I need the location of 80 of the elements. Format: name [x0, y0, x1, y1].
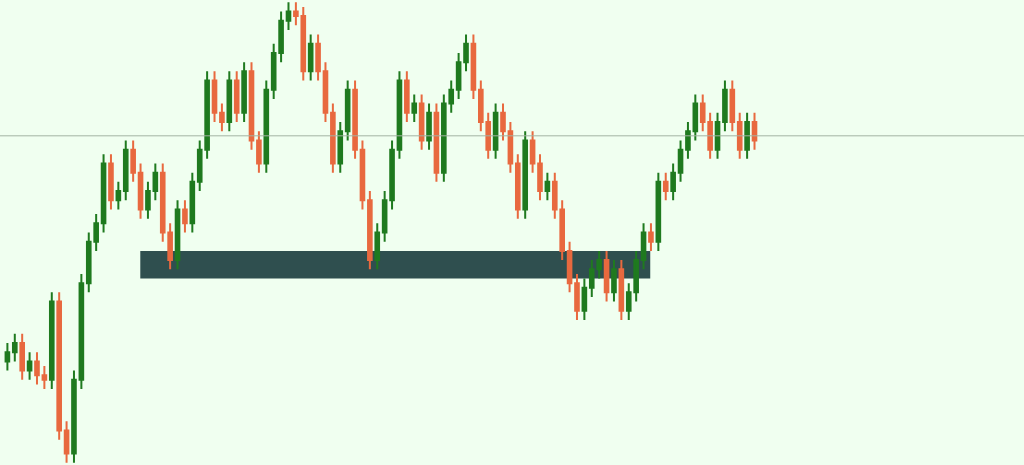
- candlestick: [751, 111, 758, 151]
- candlestick: [374, 222, 381, 271]
- candlestick: [618, 259, 625, 321]
- candlestick: [514, 153, 521, 220]
- candlestick: [34, 351, 40, 386]
- candlestick: [685, 121, 691, 160]
- candlestick: [122, 139, 129, 202]
- candlestick: [78, 272, 85, 391]
- candlestick: [470, 33, 477, 100]
- candlestick: [367, 190, 373, 271]
- candlestick: [670, 162, 676, 202]
- candlestick: [411, 93, 418, 123]
- candlestick: [108, 153, 114, 211]
- candlestick: [640, 222, 647, 271]
- candlestick: [130, 139, 136, 183]
- candlestick: [322, 61, 329, 123]
- candlestick: [522, 130, 529, 220]
- candlestick: [648, 222, 654, 252]
- candlestick: [404, 70, 410, 123]
- candlestick: [389, 139, 395, 211]
- candlestick: [418, 93, 425, 151]
- candlestick: [714, 111, 721, 160]
- candlestick: [692, 93, 699, 142]
- candlestick: [315, 33, 321, 82]
- candlestick: [63, 420, 70, 464]
- candlestick: [241, 61, 247, 123]
- candlestick: [330, 102, 336, 174]
- candlestick: [152, 162, 159, 202]
- candlestick: [248, 61, 255, 151]
- candlestick: [655, 171, 662, 252]
- candlestick: [182, 199, 188, 234]
- candlestick: [566, 240, 573, 294]
- candlestick: [729, 79, 736, 133]
- candlestick: [56, 291, 62, 441]
- candlestick: [581, 277, 588, 321]
- candlestick: [26, 351, 33, 381]
- candlestick: [41, 365, 48, 391]
- candlestick: [662, 171, 669, 202]
- candlestick: [463, 33, 469, 73]
- candlestick: [426, 102, 432, 151]
- candlestick: [226, 70, 233, 133]
- candlestick: [722, 79, 728, 133]
- candlestick: [574, 272, 580, 321]
- candlestick: [19, 332, 25, 381]
- candlestick: [492, 102, 499, 160]
- candlestick: [611, 259, 617, 303]
- candlestick: [455, 51, 462, 100]
- candlestick: [337, 121, 344, 174]
- candlestick: [396, 70, 403, 160]
- candlestick: [744, 111, 750, 160]
- candlestick: [115, 180, 122, 211]
- candlestick: [352, 79, 358, 160]
- candlestick: [145, 180, 151, 220]
- candlestick: [11, 332, 18, 363]
- candlestick: [174, 199, 181, 271]
- candlestick: [500, 102, 506, 142]
- candlestick: [48, 291, 55, 391]
- candlestick: [256, 130, 262, 174]
- candlestick: [4, 342, 11, 372]
- candlestick: [381, 190, 388, 243]
- candlestick: [100, 153, 107, 234]
- candlestick: [137, 162, 144, 220]
- candlestick: [189, 171, 196, 234]
- candlestick: [71, 369, 77, 464]
- candlestick: [507, 121, 514, 174]
- candlestick: [211, 70, 218, 123]
- candlestick: [537, 153, 543, 202]
- candlestick: [677, 139, 684, 183]
- candlestick: [263, 79, 270, 174]
- candlestick: [736, 111, 743, 160]
- candlestick: [544, 171, 551, 202]
- candlestick: [603, 249, 610, 303]
- candlestick: [307, 33, 314, 82]
- candlestick: [433, 102, 440, 183]
- candlestick: [359, 139, 366, 211]
- candlestick: [344, 79, 351, 142]
- candlestick: [219, 102, 225, 133]
- candlestick: [285, 1, 292, 31]
- candlestick: [233, 70, 240, 123]
- candlestick: [529, 130, 536, 174]
